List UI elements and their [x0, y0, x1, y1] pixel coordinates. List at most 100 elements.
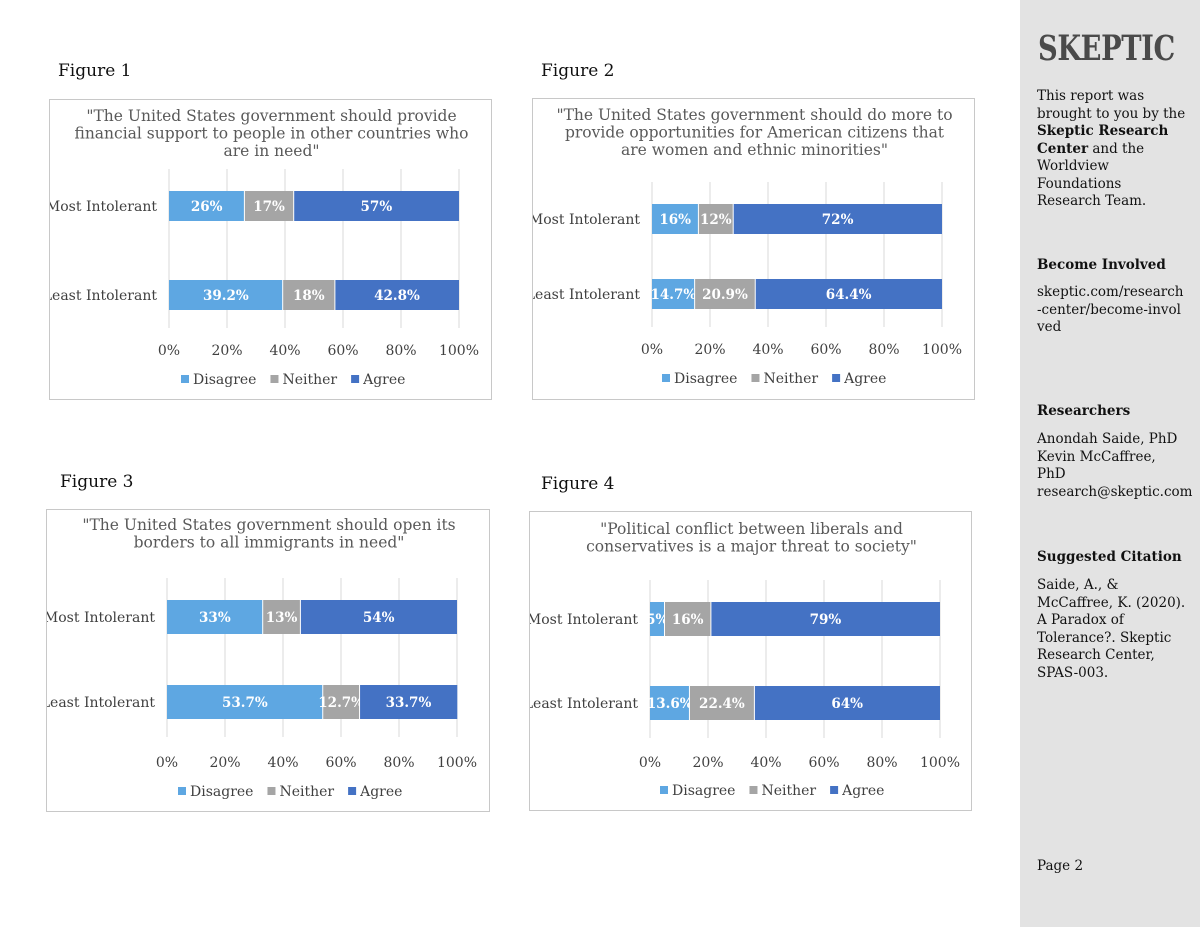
chart-figure-1: "The United States government should pro… [49, 99, 492, 400]
bar-segment-disagree [169, 191, 245, 221]
suggested-citation-heading: Suggested Citation [1037, 549, 1182, 565]
chart-title-line: are in need" [224, 142, 320, 160]
chart-svg: "The United States government should pro… [50, 107, 479, 388]
researchers-heading: Researchers [1037, 403, 1131, 419]
chart-figure-3: "The United States government should ope… [46, 509, 490, 812]
legend-swatch [751, 374, 760, 382]
chart-title-line: "The United States government should do … [556, 106, 952, 124]
legend-label: Neither [761, 783, 816, 799]
x-tick-label: 60% [810, 342, 841, 358]
chart-figure-2: "The United States government should do … [532, 98, 975, 400]
bar-segment-agree [334, 280, 459, 310]
data-label: 33.7% [386, 695, 432, 711]
bar-segment-agree [755, 279, 942, 309]
x-tick-label: 100% [920, 755, 960, 771]
category-label: Least Intolerant [530, 696, 638, 712]
legend-label: Disagree [190, 784, 253, 800]
become-involved-link[interactable]: skeptic.com/research-center/become-invol… [1037, 284, 1184, 335]
x-tick-label: 60% [325, 755, 356, 771]
legend-swatch [749, 786, 758, 794]
legend-label: Neither [763, 371, 818, 387]
legend-label: Neither [282, 372, 337, 388]
data-label: 14.7% [650, 287, 696, 303]
bar-segment-neither [689, 686, 755, 720]
bar-segment-disagree [652, 279, 695, 309]
bar-segment-neither [664, 602, 711, 636]
bar-segment-agree [754, 686, 940, 720]
data-label: 42.8% [374, 288, 420, 304]
legend-label: Agree [841, 783, 884, 799]
x-tick-label: 20% [209, 755, 240, 771]
category-label: Most Intolerant [47, 610, 155, 626]
bar-segment-neither [698, 204, 734, 234]
bar-segment-neither [322, 685, 360, 719]
x-tick-label: 40% [267, 755, 298, 771]
figure-4-label: Figure 4 [541, 474, 615, 494]
legend-label: Disagree [672, 783, 735, 799]
chart-title-line: "The United States government should pro… [86, 107, 456, 125]
x-tick-label: 20% [692, 755, 723, 771]
legend-swatch [660, 786, 668, 794]
intro-text: This report was brought to you by the Sk… [1037, 88, 1186, 209]
x-tick-label: 0% [156, 755, 178, 771]
bar-segment-neither [694, 279, 756, 309]
legend-swatch [348, 787, 357, 795]
x-tick-label: 40% [750, 755, 781, 771]
data-label: 18% [293, 288, 325, 304]
bar-segment-disagree [650, 602, 665, 636]
data-label: 54% [363, 610, 395, 626]
category-label: Least Intolerant [50, 288, 157, 304]
legend-swatch [267, 787, 276, 795]
legend-swatch [830, 786, 839, 794]
sidebar: SKEPTIC This report was brought to you b… [1020, 0, 1200, 927]
data-label: 16% [672, 612, 704, 628]
bar-segment-neither [262, 600, 301, 634]
data-label: 53.7% [222, 695, 268, 711]
chart-title-line: provide opportunities for American citiz… [565, 124, 945, 142]
data-label: 22.4% [699, 696, 745, 712]
figure-1-label: Figure 1 [58, 61, 132, 81]
legend-swatch [351, 375, 360, 383]
x-tick-label: 60% [327, 343, 358, 359]
bar-segment-disagree [652, 204, 699, 234]
data-label: 26% [191, 199, 223, 215]
bar-segment-disagree [650, 686, 690, 720]
x-tick-label: 0% [158, 343, 180, 359]
bar-segment-disagree [167, 600, 263, 634]
x-tick-label: 40% [269, 343, 300, 359]
x-tick-label: 0% [641, 342, 663, 358]
legend-label: Neither [279, 784, 334, 800]
bar-segment-agree [300, 600, 457, 634]
legend-label: Disagree [674, 371, 737, 387]
bar-segment-agree [293, 191, 459, 221]
bar-segment-agree [359, 685, 458, 719]
x-tick-label: 100% [922, 342, 962, 358]
x-tick-label: 80% [866, 755, 897, 771]
skeptic-logo: SKEPTIC [1038, 28, 1175, 69]
bar-segment-disagree [169, 280, 283, 310]
category-label: Most Intolerant [530, 612, 638, 628]
x-tick-label: 20% [694, 342, 725, 358]
data-label: 64.4% [826, 287, 872, 303]
data-label: 39.2% [203, 288, 249, 304]
chart-svg: "The United States government should ope… [47, 516, 477, 800]
x-tick-label: 80% [385, 343, 416, 359]
chart-title-line: borders to all immigrants in need" [134, 534, 405, 552]
chart-title-line: "Political conflict between liberals and [600, 520, 903, 538]
x-tick-label: 0% [639, 755, 661, 771]
x-tick-label: 80% [868, 342, 899, 358]
x-tick-label: 100% [437, 755, 477, 771]
bar-segment-neither [244, 191, 294, 221]
category-label: Least Intolerant [533, 287, 640, 303]
legend-swatch [832, 374, 841, 382]
category-label: Least Intolerant [47, 695, 155, 711]
research-email[interactable]: research@skeptic.com [1037, 483, 1193, 500]
page-number: Page 2 [1037, 858, 1084, 874]
legend-label: Agree [362, 372, 405, 388]
legend-swatch [181, 375, 189, 383]
legend-swatch [662, 374, 670, 382]
bar-segment-neither [282, 280, 335, 310]
researcher-name: Kevin McCaffree, PhD [1037, 448, 1156, 483]
category-label: Most Intolerant [50, 199, 157, 215]
bar-segment-disagree [167, 685, 323, 719]
